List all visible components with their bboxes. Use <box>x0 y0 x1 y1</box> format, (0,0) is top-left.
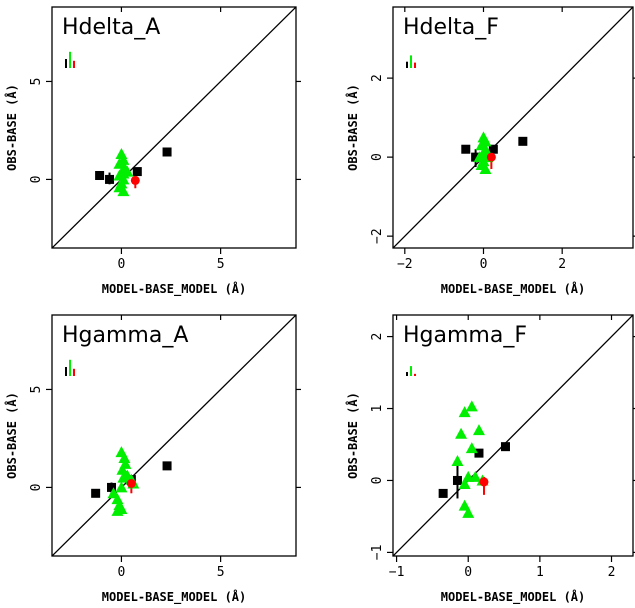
triangle-point <box>451 455 464 467</box>
plot-frame <box>392 314 634 557</box>
x-axis-label: MODEL-BASE_MODEL (Å) <box>441 281 586 297</box>
y-axis-label: OBS-BASE (Å) <box>345 392 360 479</box>
y-tick-label: 5 <box>29 78 44 86</box>
triangle-point <box>455 427 468 439</box>
panel-2: −2 0 2 −2 0 2 MODEL-BASE_MODEL (Å) OBS-BASE (Å)… <box>345 6 635 297</box>
x-tick-label: 5 <box>217 257 225 272</box>
x-tick-label: 0 <box>118 565 126 580</box>
identity-line <box>393 315 633 556</box>
triangle-point <box>116 463 129 475</box>
square-point <box>474 448 484 458</box>
x-tick-label: 0 <box>480 257 488 272</box>
triangle-point <box>117 471 130 483</box>
panel-title: Hdelta_A <box>62 15 160 40</box>
x-axis-label: MODEL-BASE_MODEL (Å) <box>102 589 247 605</box>
identity-line <box>52 315 296 556</box>
y-tick-label: 2 <box>370 333 385 341</box>
y-tick-label: −1 <box>370 545 385 561</box>
square-point <box>471 152 481 162</box>
y-axis-label: OBS-BASE (Å) <box>4 392 19 479</box>
x-tick-label: −1 <box>389 565 405 580</box>
y-axis-label: OBS-BASE (Å) <box>345 84 360 171</box>
panel-title: Hgamma_F <box>403 323 527 348</box>
x-tick-label: 0 <box>464 565 472 580</box>
y-tick-label: 0 <box>29 484 44 492</box>
y-tick-label: −2 <box>370 228 385 244</box>
triangle-point <box>458 406 471 418</box>
y-tick-label: 2 <box>370 74 385 82</box>
triangle-point <box>465 442 478 454</box>
triangle-point <box>462 506 475 518</box>
square-point <box>107 482 117 492</box>
y-tick-label: 1 <box>370 405 385 413</box>
triangle-point <box>472 424 485 436</box>
x-tick-label: −2 <box>397 257 413 272</box>
panel-4: −1 0 1 2 −1 0 1 2 MODEL-BASE_MODEL (Å) OBS-BASE (… <box>345 314 635 605</box>
triangle-point <box>115 147 128 159</box>
circle-point <box>126 479 136 489</box>
y-tick-label: 0 <box>29 176 44 184</box>
circle-point <box>130 175 140 185</box>
x-axis-label: MODEL-BASE_MODEL (Å) <box>102 281 247 297</box>
x-tick-label: 1 <box>536 565 544 580</box>
triangle-point <box>118 452 131 464</box>
y-tick-label: 0 <box>370 153 385 161</box>
square-point <box>500 442 510 452</box>
triangle-point <box>117 185 130 197</box>
square-point <box>488 144 498 154</box>
square-point <box>162 461 172 471</box>
square-point <box>438 488 448 498</box>
triangle-point <box>469 470 482 482</box>
circle-point <box>486 152 496 162</box>
y-axis-label: OBS-BASE (Å) <box>4 84 19 171</box>
identity-line <box>52 7 296 248</box>
triangle-point <box>115 481 128 493</box>
plot-frame <box>51 314 297 557</box>
triangle-point <box>115 502 128 514</box>
panel-title: Hdelta_F <box>403 15 499 40</box>
panel-3: 0 5 0 5 MODEL-BASE_MODEL (Å) OBS-BASE (Å) Hgam… <box>4 314 301 605</box>
square-point <box>132 167 142 177</box>
square-point <box>518 136 528 146</box>
x-axis-label: MODEL-BASE_MODEL (Å) <box>441 589 586 605</box>
panel-title: Hgamma_A <box>62 323 188 348</box>
square-point <box>452 475 462 485</box>
x-tick-label: 5 <box>217 565 225 580</box>
x-tick-label: 2 <box>558 257 566 272</box>
plot-frame <box>51 6 297 249</box>
y-tick-label: 0 <box>370 477 385 485</box>
triangle-point <box>458 499 471 511</box>
x-tick-label: 2 <box>608 565 616 580</box>
triangle-point <box>458 478 471 490</box>
triangle-point <box>479 162 492 174</box>
square-point <box>91 488 101 498</box>
circle-point <box>479 477 489 487</box>
x-tick-label: 0 <box>118 257 126 272</box>
plot-frame <box>392 6 634 249</box>
y-tick-label: 5 <box>29 386 44 394</box>
square-point <box>105 174 115 184</box>
square-point <box>461 144 471 154</box>
identity-line <box>393 7 633 248</box>
square-point <box>95 171 105 181</box>
square-point <box>162 147 172 157</box>
panel-1: 0 5 0 5 MODEL-BASE_MODEL (Å) OBS-BASE (Å) Hdel… <box>4 6 301 297</box>
triangle-point <box>465 400 478 412</box>
